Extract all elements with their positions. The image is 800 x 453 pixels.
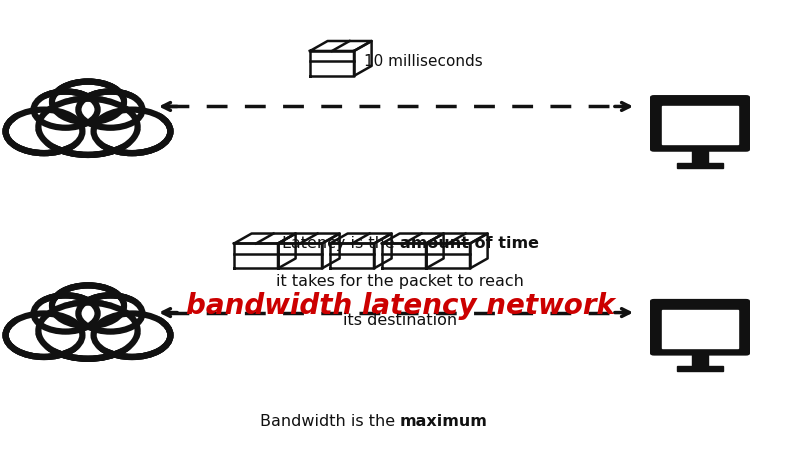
Bar bbox=[692, 353, 708, 366]
Circle shape bbox=[6, 110, 82, 153]
Circle shape bbox=[52, 82, 124, 122]
Text: Latency is the: Latency is the bbox=[282, 236, 400, 251]
Polygon shape bbox=[310, 51, 354, 76]
Text: it takes for the packet to reach: it takes for the packet to reach bbox=[276, 274, 524, 289]
Polygon shape bbox=[234, 243, 278, 268]
Polygon shape bbox=[330, 243, 374, 268]
Bar bbox=[16, 97, 160, 129]
Circle shape bbox=[34, 92, 98, 128]
Polygon shape bbox=[322, 233, 340, 268]
Polygon shape bbox=[382, 233, 443, 243]
Bar bbox=[18, 303, 158, 332]
Bar bbox=[662, 310, 738, 347]
Circle shape bbox=[52, 285, 124, 326]
Bar bbox=[38, 311, 138, 347]
Circle shape bbox=[94, 313, 170, 357]
Circle shape bbox=[38, 99, 138, 155]
Polygon shape bbox=[426, 233, 443, 268]
Text: 10 milliseconds: 10 milliseconds bbox=[364, 53, 482, 69]
Text: Bandwidth is the: Bandwidth is the bbox=[260, 414, 400, 429]
Circle shape bbox=[94, 110, 170, 153]
Circle shape bbox=[6, 313, 82, 357]
FancyBboxPatch shape bbox=[650, 95, 750, 152]
Bar bbox=[692, 149, 708, 163]
Bar bbox=[677, 163, 723, 168]
Polygon shape bbox=[278, 243, 322, 268]
Circle shape bbox=[78, 92, 142, 128]
Bar bbox=[18, 99, 158, 128]
Polygon shape bbox=[382, 243, 426, 268]
Circle shape bbox=[78, 295, 142, 332]
Polygon shape bbox=[278, 233, 296, 268]
Polygon shape bbox=[354, 41, 371, 76]
Polygon shape bbox=[374, 233, 392, 268]
Polygon shape bbox=[310, 41, 371, 51]
Polygon shape bbox=[426, 243, 470, 268]
Bar bbox=[36, 311, 140, 347]
Bar bbox=[662, 106, 738, 144]
Text: bandwidth latency network: bandwidth latency network bbox=[186, 292, 614, 320]
Polygon shape bbox=[470, 233, 488, 268]
Polygon shape bbox=[426, 233, 488, 243]
Circle shape bbox=[38, 303, 138, 359]
FancyBboxPatch shape bbox=[650, 299, 750, 356]
Bar bbox=[677, 366, 723, 371]
Bar bbox=[36, 107, 140, 144]
Polygon shape bbox=[330, 233, 392, 243]
Text: maximum: maximum bbox=[400, 414, 488, 429]
Text: amount of time: amount of time bbox=[400, 236, 539, 251]
Circle shape bbox=[34, 295, 98, 332]
Bar bbox=[16, 301, 160, 333]
Bar bbox=[38, 107, 138, 143]
Text: its destination: its destination bbox=[343, 313, 457, 328]
Polygon shape bbox=[278, 233, 340, 243]
Polygon shape bbox=[234, 233, 296, 243]
